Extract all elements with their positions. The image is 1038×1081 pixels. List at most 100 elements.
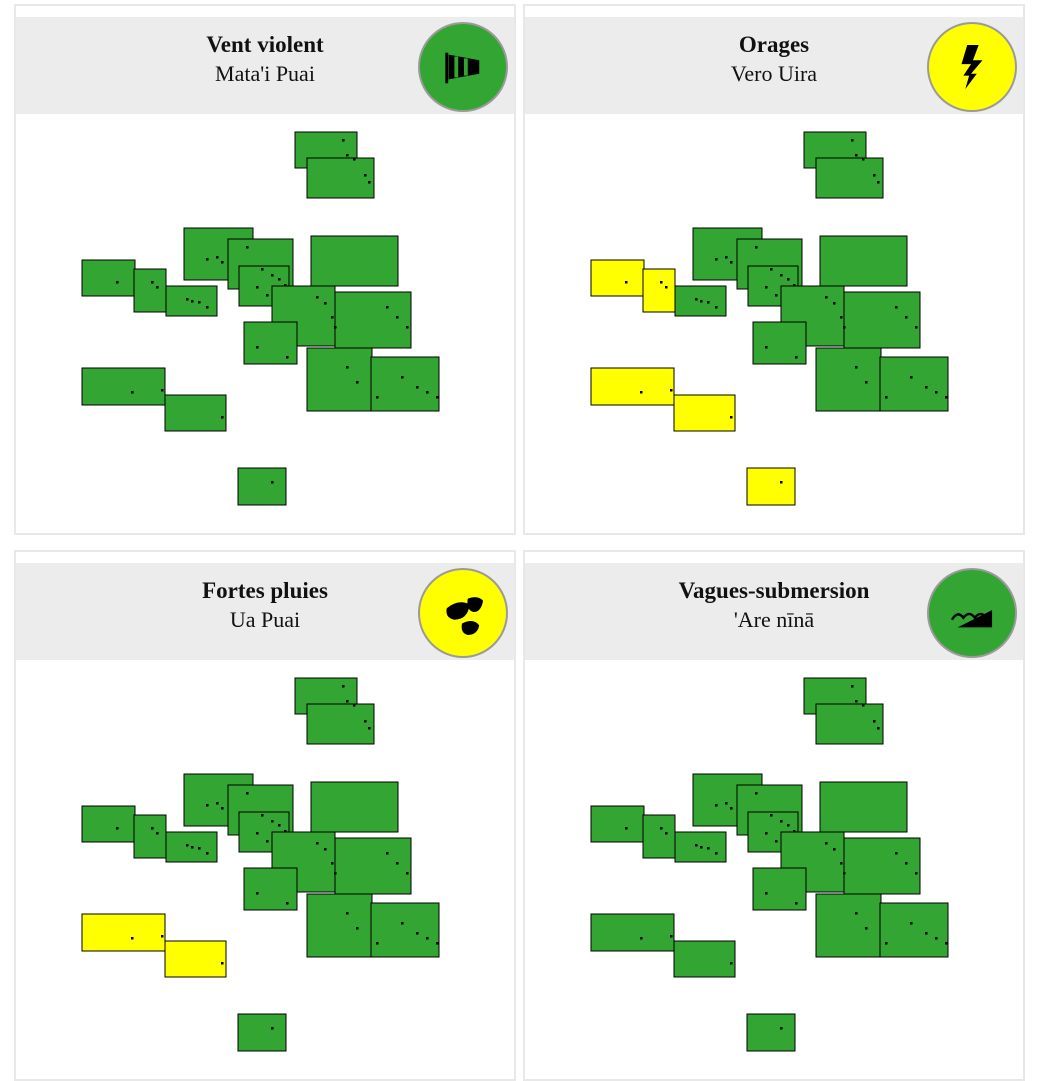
zone <box>310 235 399 287</box>
island <box>910 922 913 925</box>
zone <box>843 291 921 349</box>
island <box>855 154 858 157</box>
panel-header: Vagues-submersion 'Are nīnā <box>525 563 1023 660</box>
island <box>765 286 768 289</box>
island <box>331 862 334 865</box>
panel-title: Vagues-submersion <box>678 578 870 603</box>
island <box>915 326 918 329</box>
island <box>191 846 194 849</box>
island <box>256 346 259 349</box>
island <box>935 391 938 394</box>
warning-panel: Vagues-submersion 'Are nīnā <box>523 550 1025 1081</box>
warning-panel: Orages Vero Uira <box>523 4 1025 535</box>
island <box>261 268 264 271</box>
island <box>625 827 628 830</box>
island <box>877 727 880 730</box>
island <box>660 827 663 830</box>
island <box>331 316 334 319</box>
island <box>401 376 404 379</box>
panel-header: Vent violent Mata'i Puai <box>16 17 514 114</box>
island <box>770 814 773 817</box>
island <box>775 294 778 297</box>
zone <box>673 940 736 978</box>
zone <box>334 837 412 895</box>
island <box>116 281 119 284</box>
island <box>765 892 768 895</box>
island <box>368 727 371 730</box>
zone <box>752 867 807 911</box>
island <box>865 381 868 384</box>
zone <box>133 814 167 859</box>
zone <box>815 347 882 412</box>
island <box>278 278 281 281</box>
island <box>221 962 224 965</box>
island <box>873 174 876 177</box>
island <box>376 396 379 399</box>
island <box>855 700 858 703</box>
zone <box>879 356 949 412</box>
zone <box>815 157 884 199</box>
zone <box>306 893 373 958</box>
wave <box>950 612 988 621</box>
panel-subtitle: Mata'i Puai <box>215 61 315 86</box>
island <box>246 792 249 795</box>
island <box>625 281 628 284</box>
island <box>131 937 134 940</box>
island <box>353 704 356 707</box>
island <box>840 316 843 319</box>
island <box>271 481 274 484</box>
island <box>905 316 908 319</box>
level-icon <box>418 568 508 658</box>
island <box>885 396 888 399</box>
island <box>795 902 798 905</box>
island <box>843 872 846 875</box>
island <box>342 139 345 142</box>
island <box>346 912 349 915</box>
island <box>353 158 356 161</box>
island <box>700 300 703 303</box>
island <box>364 174 367 177</box>
island <box>156 832 159 835</box>
island <box>787 824 790 827</box>
zone <box>815 703 884 745</box>
zone <box>642 268 676 313</box>
island <box>707 847 710 850</box>
island <box>855 912 858 915</box>
zone-map <box>590 677 949 1052</box>
island <box>640 937 643 940</box>
island <box>715 852 718 855</box>
island <box>695 844 698 847</box>
lightning <box>961 45 983 89</box>
zone <box>590 367 675 406</box>
island <box>833 302 836 305</box>
island <box>161 935 164 938</box>
island <box>730 807 733 810</box>
island <box>426 391 429 394</box>
island <box>401 922 404 925</box>
island <box>707 301 710 304</box>
island <box>316 842 319 845</box>
island <box>755 246 758 249</box>
island <box>775 840 778 843</box>
zone-map <box>81 677 440 1052</box>
icon-graphic <box>446 597 484 635</box>
island <box>198 847 201 850</box>
island <box>825 842 828 845</box>
windsock-stripe <box>454 56 468 78</box>
icon-graphic <box>950 610 993 628</box>
island <box>793 830 796 833</box>
island <box>851 685 854 688</box>
island <box>780 820 783 823</box>
zone <box>237 467 287 506</box>
island <box>945 942 948 945</box>
island <box>256 892 259 895</box>
zone <box>310 781 399 833</box>
island <box>851 139 854 142</box>
island <box>730 416 733 419</box>
zone <box>843 837 921 895</box>
ramp <box>957 610 993 628</box>
island <box>755 792 758 795</box>
island <box>787 278 790 281</box>
panel-subtitle: 'Are nīnā <box>733 607 815 632</box>
island <box>396 316 399 319</box>
